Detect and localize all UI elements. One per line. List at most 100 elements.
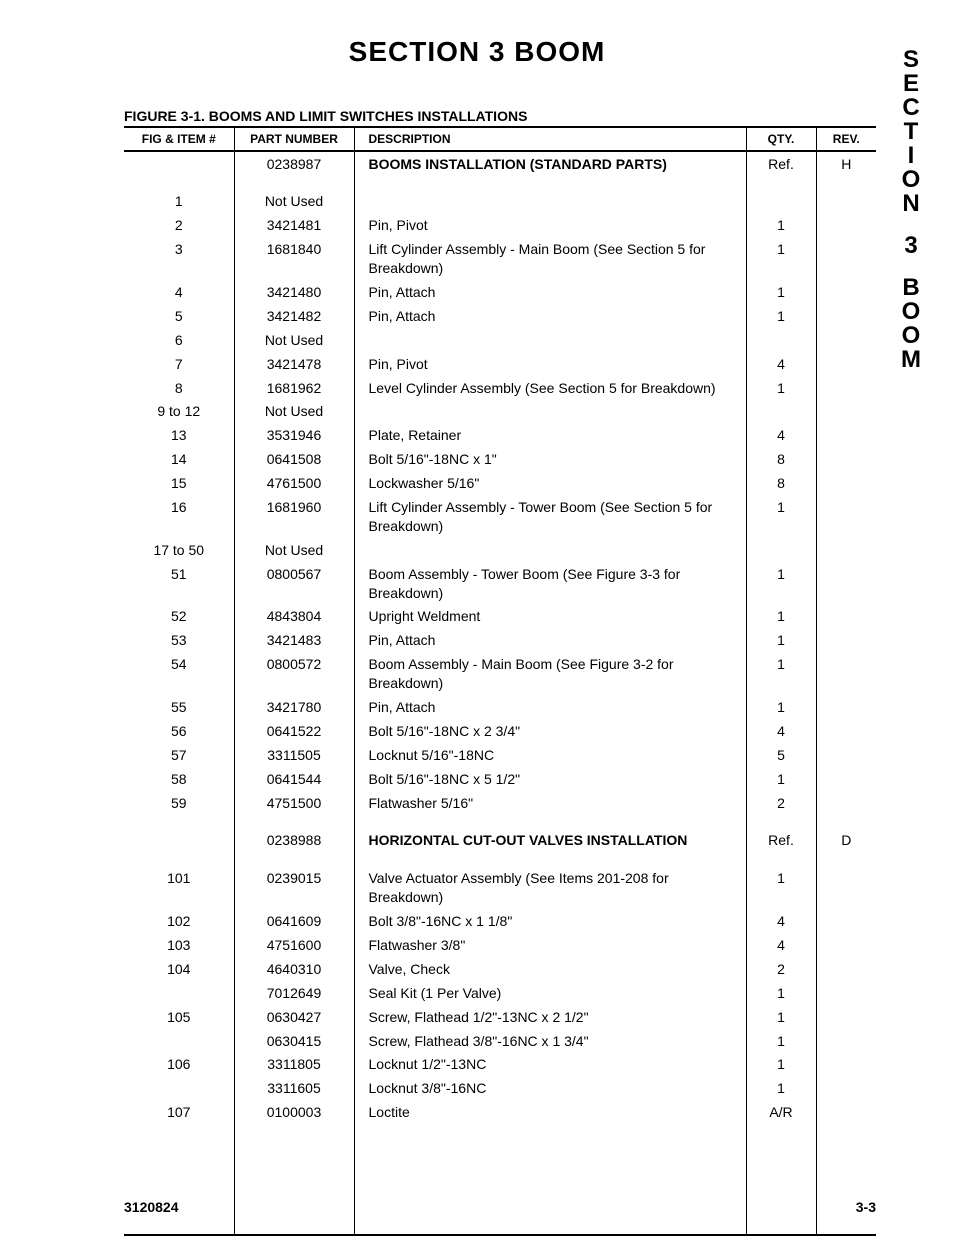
table-cell xyxy=(234,853,354,867)
cell-part: 0239015 xyxy=(234,867,354,910)
cell-qty: 4 xyxy=(746,934,816,958)
cell-fig: 54 xyxy=(124,653,234,696)
side-tab-letter: B xyxy=(886,276,936,300)
cell-qty: 1 xyxy=(746,767,816,791)
cell-part: 0800572 xyxy=(234,653,354,696)
cell-desc: Bolt 3/8"-16NC x 1 1/8" xyxy=(354,910,746,934)
cell-desc xyxy=(354,538,746,562)
cell-desc: Bolt 5/16"-18NC x 5 1/2" xyxy=(354,767,746,791)
cell-desc: Valve Actuator Assembly (See Items 201-2… xyxy=(354,867,746,910)
table-row: 3311605Locknut 3/8"-16NC1 xyxy=(124,1077,876,1101)
cell-qty xyxy=(746,328,816,352)
cell-part: 3421482 xyxy=(234,304,354,328)
cell-qty xyxy=(746,190,816,214)
cell-desc: HORIZONTAL CUT-OUT VALVES INSTALLATION xyxy=(354,829,746,853)
cell-fig: 59 xyxy=(124,791,234,815)
cell-rev xyxy=(816,629,876,653)
table-row: 17 to 50Not Used xyxy=(124,538,876,562)
side-tab-letter: O xyxy=(886,324,936,348)
cell-rev xyxy=(816,495,876,538)
cell-qty: 4 xyxy=(746,424,816,448)
table-cell xyxy=(124,1125,234,1235)
cell-rev xyxy=(816,743,876,767)
cell-rev xyxy=(816,424,876,448)
cell-qty: 1 xyxy=(746,695,816,719)
table-cell xyxy=(354,815,746,829)
table-cell xyxy=(816,1125,876,1235)
table-cell xyxy=(816,853,876,867)
table-row: 1044640310Valve, Check2 xyxy=(124,957,876,981)
cell-fig: 15 xyxy=(124,472,234,496)
cell-fig: 101 xyxy=(124,867,234,910)
cell-desc: Pin, Attach xyxy=(354,695,746,719)
cell-fig: 2 xyxy=(124,214,234,238)
cell-desc: Boom Assembly - Tower Boom (See Figure 3… xyxy=(354,562,746,605)
table-row: 133531946Plate, Retainer4 xyxy=(124,424,876,448)
table-cell xyxy=(746,815,816,829)
cell-desc: Pin, Pivot xyxy=(354,214,746,238)
table-cell xyxy=(354,176,746,190)
cell-fig: 102 xyxy=(124,910,234,934)
cell-rev xyxy=(816,867,876,910)
col-header-desc: DESCRIPTION xyxy=(354,127,746,151)
cell-part: 3311805 xyxy=(234,1053,354,1077)
cell-desc: Bolt 5/16"-18NC x 2 3/4" xyxy=(354,719,746,743)
cell-part: 1681960 xyxy=(234,495,354,538)
table-cell xyxy=(354,853,746,867)
cell-rev xyxy=(816,538,876,562)
cell-qty: 1 xyxy=(746,981,816,1005)
cell-part: 0641609 xyxy=(234,910,354,934)
cell-desc: Lockwasher 5/16" xyxy=(354,472,746,496)
side-tab-letter: O xyxy=(886,168,936,192)
cell-desc: Locknut 1/2"-13NC xyxy=(354,1053,746,1077)
table-row: 1063311805Locknut 1/2"-13NC1 xyxy=(124,1053,876,1077)
cell-qty: 1 xyxy=(746,495,816,538)
cell-qty: 4 xyxy=(746,719,816,743)
table-row: 0630415Screw, Flathead 3/8"-16NC x 1 3/4… xyxy=(124,1029,876,1053)
cell-rev xyxy=(816,400,876,424)
cell-desc xyxy=(354,190,746,214)
figure-caption: FIGURE 3-1. BOOMS AND LIMIT SWITCHES INS… xyxy=(124,108,954,124)
table-row: 560641522Bolt 5/16"-18NC x 2 3/4"4 xyxy=(124,719,876,743)
cell-part: Not Used xyxy=(234,538,354,562)
cell-rev xyxy=(816,448,876,472)
col-header-qty: QTY. xyxy=(746,127,816,151)
cell-rev xyxy=(816,238,876,281)
cell-rev: H xyxy=(816,151,876,176)
cell-rev xyxy=(816,1077,876,1101)
cell-fig: 17 to 50 xyxy=(124,538,234,562)
table-row xyxy=(124,815,876,829)
cell-desc: Seal Kit (1 Per Valve) xyxy=(354,981,746,1005)
cell-part: 0238987 xyxy=(234,151,354,176)
cell-fig: 16 xyxy=(124,495,234,538)
col-header-rev: REV. xyxy=(816,127,876,151)
cell-part: Not Used xyxy=(234,190,354,214)
cell-rev xyxy=(816,910,876,934)
cell-fig: 1 xyxy=(124,190,234,214)
cell-fig: 104 xyxy=(124,957,234,981)
cell-desc: Level Cylinder Assembly (See Section 5 f… xyxy=(354,376,746,400)
cell-rev xyxy=(816,472,876,496)
table-row: 540800572Boom Assembly - Main Boom (See … xyxy=(124,653,876,696)
cell-qty: 1 xyxy=(746,376,816,400)
cell-fig xyxy=(124,1029,234,1053)
table-cell xyxy=(234,1125,354,1235)
table-header-row: FIG & ITEM # PART NUMBER DESCRIPTION QTY… xyxy=(124,127,876,151)
cell-part: 3421780 xyxy=(234,695,354,719)
cell-qty: 1 xyxy=(746,280,816,304)
cell-qty: 4 xyxy=(746,352,816,376)
table-row: 7012649Seal Kit (1 Per Valve)1 xyxy=(124,981,876,1005)
cell-fig: 3 xyxy=(124,238,234,281)
cell-qty: Ref. xyxy=(746,829,816,853)
cell-fig: 52 xyxy=(124,605,234,629)
cell-qty: A/R xyxy=(746,1101,816,1125)
table-row: 53421482Pin, Attach1 xyxy=(124,304,876,328)
cell-fig: 55 xyxy=(124,695,234,719)
table-row: 553421780Pin, Attach1 xyxy=(124,695,876,719)
cell-desc: Screw, Flathead 1/2"-13NC x 2 1/2" xyxy=(354,1005,746,1029)
cell-fig: 107 xyxy=(124,1101,234,1125)
table-cell xyxy=(124,815,234,829)
cell-desc: BOOMS INSTALLATION (STANDARD PARTS) xyxy=(354,151,746,176)
cell-fig: 57 xyxy=(124,743,234,767)
cell-part: 0100003 xyxy=(234,1101,354,1125)
